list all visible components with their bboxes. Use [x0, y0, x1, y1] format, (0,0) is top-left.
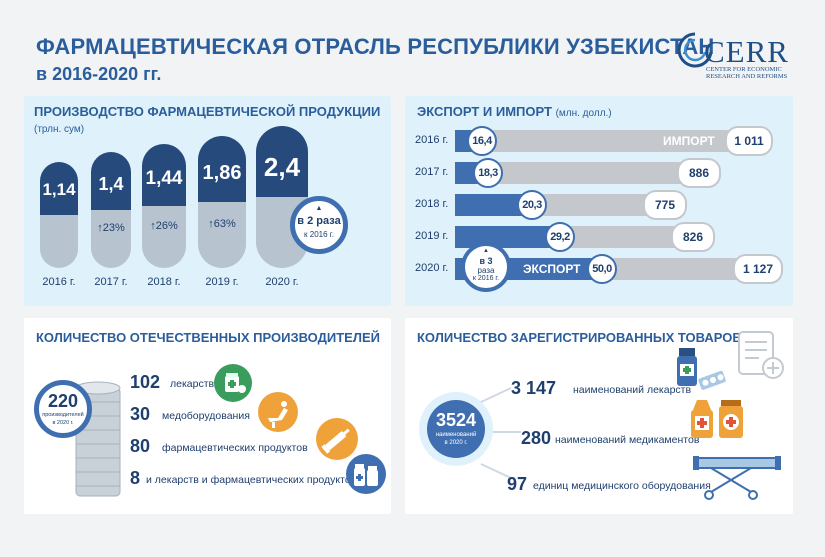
count-label: наименований лекарств: [573, 384, 692, 396]
goods-total-ring: 3524 наименований в 2020 г.: [419, 392, 493, 466]
trade-unit: (млн. долл.): [555, 108, 612, 119]
year-label: 2018 г.: [147, 276, 181, 288]
capsule-value: 2,4: [263, 152, 301, 182]
badge-text: в 2 раза: [297, 215, 341, 227]
year-label: 2020 г.: [415, 262, 449, 274]
capsule-value: 1,44: [145, 168, 183, 189]
capsule-2016: 1,14: [40, 162, 78, 268]
export-value: 16,4: [467, 126, 497, 156]
count-number: 102: [130, 372, 161, 392]
pill-bottle-icon: [677, 348, 726, 390]
year-label: 2017 г.: [94, 276, 128, 288]
dental-chair-icon: [258, 392, 298, 432]
import-value: 1 011: [725, 126, 773, 156]
capsule-growth: ↑63%: [208, 218, 236, 230]
export-value: 50,0: [587, 254, 617, 284]
capsule-value: 1,4: [98, 174, 124, 194]
count-label: лекарств: [170, 378, 215, 390]
year-label: 2020 г.: [265, 276, 299, 288]
logo-word: CERR: [704, 34, 789, 69]
production-unit: (трлн. сум): [34, 124, 85, 135]
syringe-icon: [316, 418, 358, 460]
total-sub: в 2020 г.: [444, 440, 468, 446]
production-title: ПРОИЗВОДСТВО ФАРМАЦЕВТИЧЕСКОЙ ПРОДУКЦИИ: [34, 104, 381, 119]
count-label: и лекарств и фармацевтических продуктов: [146, 474, 357, 486]
producers-panel: КОЛИЧЕСТВО ОТЕЧЕСТВЕННЫХ ПРОИЗВОДИТЕЛЕЙ …: [24, 318, 391, 514]
count-number: 8: [130, 468, 141, 488]
pills-icon: [214, 364, 252, 402]
medicine-jars-icon: [691, 400, 743, 438]
trade-title: ЭКСПОРТ И ИМПОРТ (млн. долл.): [417, 104, 612, 119]
badge-subtext: к 2016 г.: [472, 275, 500, 282]
prescription-document-icon: [738, 331, 784, 379]
count-label: фармацевтических продуктов: [162, 442, 308, 454]
capsule-growth: ↑26%: [150, 220, 178, 232]
trade-title-text: ЭКСПОРТ И ИМПОРТ: [417, 104, 552, 119]
count-number: 30: [130, 404, 151, 424]
logo-subtitle: CENTER FOR ECONOMIC RESEARCH AND REFORMS: [706, 66, 788, 80]
export-value: 20,3: [517, 190, 547, 220]
year-label: 2019 г.: [415, 230, 449, 242]
page-subtitle: в 2016-2020 гг.: [36, 64, 162, 84]
capsule-growth: ↑23%: [97, 222, 125, 234]
badge-text: раза: [477, 266, 495, 275]
triangle-up-icon: ▲: [483, 248, 489, 254]
year-label: 2018 г.: [415, 198, 449, 210]
count-number: 80: [130, 436, 151, 456]
total-value: 3524: [435, 410, 477, 430]
capsule-value: 1,14: [42, 180, 76, 199]
total-sub: наименований: [435, 432, 477, 438]
import-value: 775: [643, 190, 687, 220]
medicine-bottles-icon: [346, 454, 386, 494]
import-value: 1 127: [733, 254, 783, 284]
count-label: единиц медицинского оборудования: [533, 480, 711, 492]
capsule-2020: 2,4: [256, 126, 308, 268]
goods-panel: КОЛИЧЕСТВО ЗАРЕГИСТРИРОВАННЫХ ТОВАРОВ 35…: [405, 318, 793, 514]
production-panel: ПРОИЗВОДСТВО ФАРМАЦЕВТИЧЕСКОЙ ПРОДУКЦИИ …: [24, 96, 391, 306]
connector-lines: [480, 387, 521, 479]
badge-subtext: к 2016 г.: [304, 230, 334, 239]
year-label: 2017 г.: [415, 166, 449, 178]
count-number: 97: [507, 474, 528, 494]
hospital-stretcher-icon: [693, 456, 781, 500]
import-value: 886: [677, 158, 721, 188]
growth-badge: ▲ в 2 раза к 2016 г.: [290, 196, 348, 254]
export-value: 18,3: [473, 158, 503, 188]
total-value: 220: [47, 391, 79, 411]
capsule-value: 1,86: [202, 162, 242, 184]
total-sub: в 2020 г.: [52, 420, 74, 426]
goods-total-badge: 3524 наименований в 2020 г.: [427, 400, 485, 458]
import-label: ИМПОРТ: [663, 134, 715, 148]
producers-total-badge: 220 производителей в 2020 г.: [34, 380, 92, 438]
year-label: 2019 г.: [205, 276, 239, 288]
count-number: 280: [521, 428, 552, 448]
badge-text: в 3: [479, 256, 493, 266]
count-label: наименований медикаментов: [555, 434, 700, 446]
capsule-2018: 1,44 ↑26%: [142, 144, 186, 268]
export-growth-badge: ▲ в 3 раза к 2016 г.: [461, 242, 511, 292]
year-label: 2016 г.: [415, 134, 449, 146]
capsule-2019: 1,86 ↑63%: [198, 136, 246, 268]
total-sub: производителей: [42, 412, 84, 418]
export-label: ЭКСПОРТ: [523, 262, 581, 276]
count-number: 3 147: [511, 378, 557, 398]
producers-title: КОЛИЧЕСТВО ОТЕЧЕСТВЕННЫХ ПРОИЗВОДИТЕЛЕЙ: [36, 330, 380, 345]
triangle-up-icon: ▲: [315, 205, 323, 212]
export-value: 29,2: [545, 222, 575, 252]
year-label: 2016 г.: [42, 276, 76, 288]
cerr-logo-icon: [678, 32, 712, 68]
goods-title: КОЛИЧЕСТВО ЗАРЕГИСТРИРОВАННЫХ ТОВАРОВ: [417, 330, 742, 345]
import-value: 826: [671, 222, 715, 252]
trade-panel: ЭКСПОРТ И ИМПОРТ (млн. долл.) 2016 г. 16…: [405, 96, 793, 306]
count-label: медоборудования: [162, 410, 250, 422]
page-title: ФАРМАЦЕВТИЧЕСКАЯ ОТРАСЛЬ РЕСПУБЛИКИ УЗБЕ…: [36, 34, 715, 59]
capsule-2017: 1,4 ↑23%: [91, 152, 131, 268]
